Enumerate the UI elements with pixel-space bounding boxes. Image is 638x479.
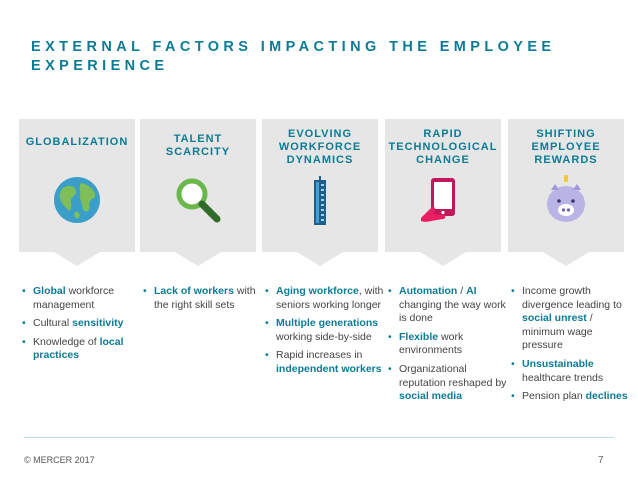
- factor-bullets: Automation / AI changing the way work is…: [385, 285, 509, 409]
- factor-header: EVOLVING WORKFORCE DYNAMICS: [262, 119, 378, 266]
- highlighted-text: social media: [399, 390, 463, 403]
- header-pointer: [420, 252, 466, 266]
- factor-bullets: Global workforce management Cultural sens…: [19, 285, 143, 368]
- bullet-item: Aging workforce, with seniors working lo…: [262, 285, 386, 312]
- factor-column-technological-change: RAPID TECHNOLOGICAL CHANGE Automation / …: [385, 119, 506, 402]
- highlighted-text: local practices: [33, 335, 124, 362]
- factor-bullets: Income growth divergence leading to soci…: [508, 285, 632, 409]
- highlighted-text: Flexible: [399, 330, 439, 343]
- factor-label: TALENT SCARCITY: [165, 133, 231, 158]
- factor-label: EVOLVING WORKFORCE DYNAMICS: [278, 128, 362, 166]
- bullet-text: /: [457, 285, 467, 297]
- bullet-text: Income growth divergence leading to: [522, 285, 622, 311]
- tablet-hand-icon: [421, 178, 455, 222]
- bullet-item: Global workforce management: [19, 285, 143, 312]
- bullet-item: Cultural sensitivity: [19, 317, 143, 331]
- factor-label: RAPID TECHNOLOGICAL CHANGE: [388, 128, 498, 166]
- copyright-text: © MERCER 2017: [24, 455, 95, 465]
- bullet-item: Organizational reputation reshaped by so…: [385, 363, 509, 404]
- bullet-item: Knowledge of local practices: [19, 336, 143, 363]
- page-title: EXTERNAL FACTORS IMPACTING THE EMPLOYEE …: [31, 39, 556, 74]
- factor-bullets: Lack of workers with the right skill set…: [140, 285, 264, 317]
- header-pointer: [297, 252, 343, 266]
- header-pointer: [543, 252, 589, 266]
- header-pointer: [175, 252, 221, 266]
- factor-header: RAPID TECHNOLOGICAL CHANGE: [385, 119, 501, 266]
- bullet-item: Automation / AI changing the way work is…: [385, 285, 509, 326]
- highlighted-text: independent workers: [276, 362, 382, 375]
- piggy-bank-icon: [547, 175, 585, 222]
- bullet-item: Unsustainable healthcare trends: [508, 358, 632, 385]
- bullet-item: Flexible work environments: [385, 331, 509, 358]
- factor-column-workforce-dynamics: EVOLVING WORKFORCE DYNAMICS Aging workfo…: [262, 119, 383, 375]
- highlighted-text: declines: [585, 390, 628, 403]
- highlighted-text: Automation: [399, 285, 458, 297]
- bullet-text: Cultural: [33, 317, 73, 330]
- factor-header: TALENT SCARCITY: [140, 119, 256, 266]
- factor-label: SHIFTING EMPLOYEE REWARDS: [531, 128, 601, 166]
- bullet-text: Knowledge of: [33, 335, 100, 348]
- factor-bullets: Aging workforce, with seniors working lo…: [262, 285, 386, 382]
- highlighted-text: Aging workforce: [276, 285, 359, 297]
- highlighted-text: Lack of workers: [154, 285, 234, 297]
- magnifier-icon: [176, 178, 221, 223]
- skyscraper-icon: [314, 176, 326, 225]
- bullet-text: work environments: [399, 330, 464, 357]
- bullet-text: Organizational reputation reshaped by: [399, 362, 507, 389]
- factor-column-talent-scarcity: TALENT SCARCITY Lack of workers with the…: [140, 119, 256, 311]
- bullet-item: Lack of workers with the right skill set…: [140, 285, 264, 312]
- bullet-item: Income growth divergence leading to soci…: [508, 285, 632, 353]
- highlighted-text: Global: [33, 285, 66, 297]
- highlighted-text: Multiple generations: [276, 317, 379, 330]
- bullet-text: workforce management: [33, 285, 115, 311]
- bullet-item: Rapid increases in independent workers: [262, 349, 386, 376]
- bullet-text: , with seniors working longer: [276, 285, 384, 311]
- footer-divider: [24, 437, 614, 438]
- header-pointer: [54, 252, 100, 266]
- bullet-item: Multiple generations working side-by-sid…: [262, 317, 386, 344]
- bullet-text: working side-by-side: [276, 330, 372, 343]
- bullet-text: Rapid increases in: [276, 349, 363, 362]
- bullet-text: / minimum wage pressure: [522, 312, 593, 352]
- bullet-item: Pension plan declines: [508, 390, 632, 404]
- factor-header: SHIFTING EMPLOYEE REWARDS: [508, 119, 624, 266]
- bullet-text: changing the way work is done: [399, 298, 506, 325]
- page-number: 7: [598, 455, 604, 466]
- globe-icon: [54, 177, 100, 223]
- factor-label: GLOBALIZATION: [25, 136, 129, 148]
- bullet-text: Pension plan: [522, 390, 586, 403]
- highlighted-text: social unrest: [522, 312, 587, 325]
- factor-header: GLOBALIZATION: [19, 119, 135, 266]
- highlighted-text: Unsustainable: [522, 357, 594, 370]
- highlighted-text: sensitivity: [72, 317, 124, 330]
- bullet-text: with the right skill sets: [154, 285, 256, 311]
- highlighted-text: AI: [466, 285, 477, 297]
- factor-column-employee-rewards: SHIFTING EMPLOYEE REWARDS Income growth …: [508, 119, 628, 403]
- bullet-text: healthcare trends: [522, 371, 604, 384]
- factor-column-globalization: GLOBALIZATION Global workforce managemen…: [19, 119, 135, 361]
